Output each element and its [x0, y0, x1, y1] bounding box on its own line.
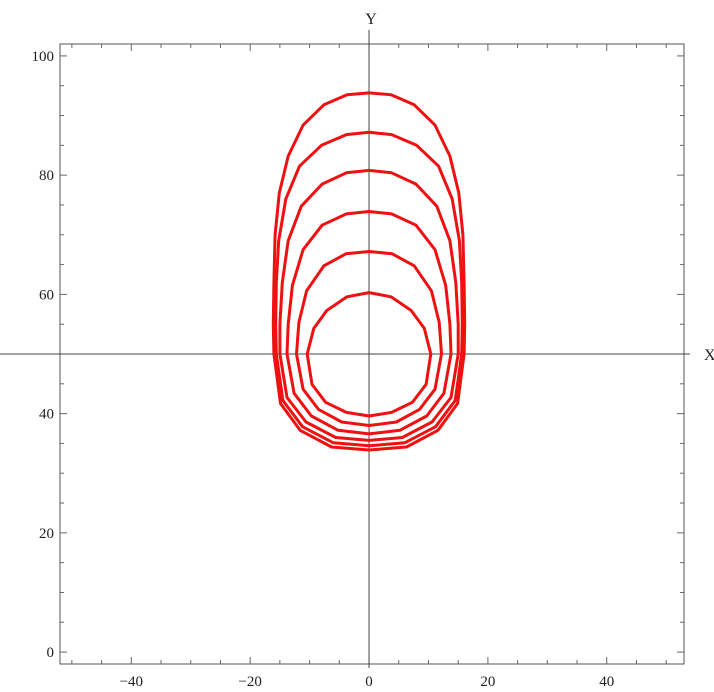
contour-curve-1 [305, 291, 433, 418]
contour-curve-4 [278, 168, 460, 442]
tick-labels: −40 −20 0 20 40 0 20 40 60 80 100 [32, 49, 615, 690]
x-tick-label: −20 [238, 674, 261, 690]
y-tick-label: 20 [39, 526, 54, 542]
x-tick-label: −40 [120, 674, 143, 690]
x-tick-label: 0 [365, 674, 373, 690]
y-tick-label: 40 [39, 407, 54, 423]
y-axis-label: Y [365, 11, 377, 28]
x-tick-label: 20 [480, 674, 495, 690]
contour-curve-6 [271, 91, 467, 452]
y-tick-label: 0 [47, 645, 55, 661]
axes [0, 30, 690, 668]
contour-curve-2 [295, 250, 443, 427]
contour-curve-3 [285, 210, 453, 436]
y-tick-label: 100 [32, 49, 55, 65]
x-axis-label: X [704, 347, 714, 364]
y-tick-label: 60 [39, 287, 54, 303]
curves [271, 91, 467, 452]
y-tick-label: 80 [39, 168, 54, 184]
contour-curve-5 [274, 130, 464, 448]
x-tick-label: 40 [599, 674, 614, 690]
